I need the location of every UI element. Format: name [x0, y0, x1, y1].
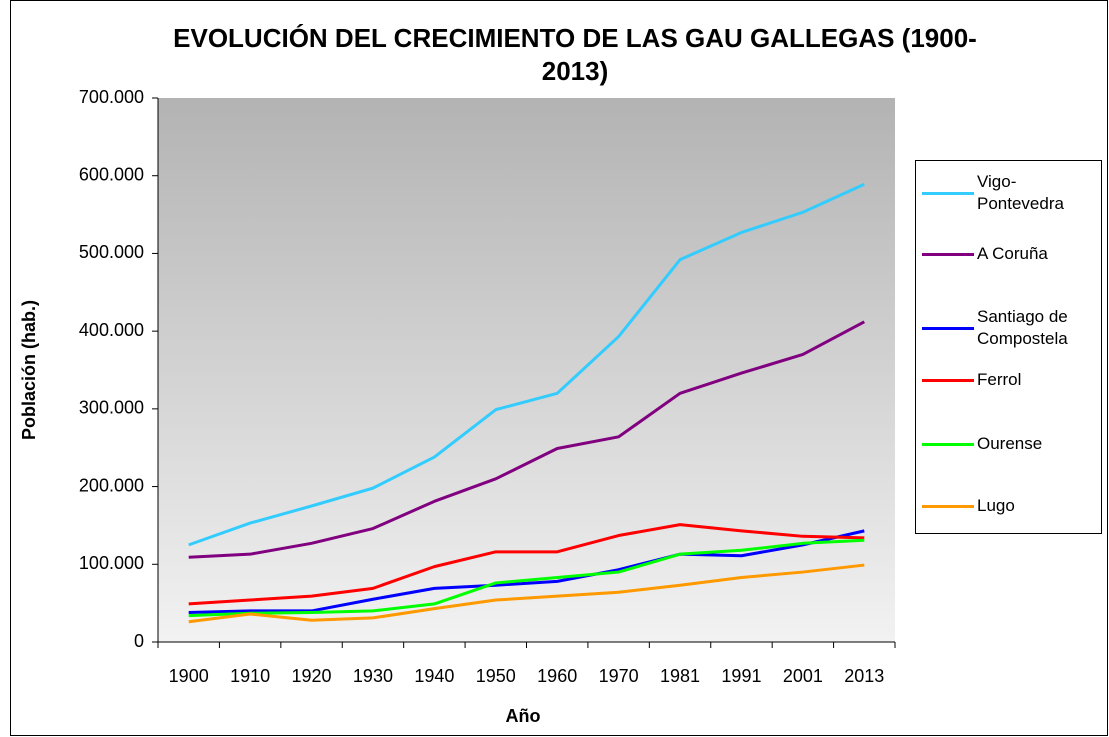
x-tick-label: 2001: [783, 666, 823, 686]
y-tick-label: 100.000: [79, 553, 144, 573]
x-tick-label: 1960: [537, 666, 577, 686]
chart-title: EVOLUCIÓN DEL CRECIMIENTO DE LAS GAU GAL…: [173, 23, 977, 86]
legend-label: Ourense: [977, 434, 1043, 453]
y-tick-label: 700.000: [79, 87, 144, 107]
x-tick-label: 1970: [599, 666, 639, 686]
x-tick-label: 1940: [414, 666, 454, 686]
legend-label: Ferrol: [977, 370, 1022, 389]
series-line: [188, 538, 865, 618]
x-axis-label: Año: [506, 706, 541, 726]
legend-item: Ourense: [922, 433, 1102, 455]
series-line: [188, 182, 865, 547]
y-tick-label: 600.000: [79, 164, 144, 184]
y-tick-label: 300.000: [79, 398, 144, 418]
legend-item: Ferrol: [922, 369, 1102, 391]
legend-item: Santiago de Compostela: [922, 306, 1102, 350]
legend-swatch: [922, 504, 974, 508]
x-tick-label: 1950: [476, 666, 516, 686]
y-tick-label: 0: [134, 631, 144, 651]
series-line: [188, 529, 865, 614]
x-tick-label: 1981: [660, 666, 700, 686]
y-tick-label: 200.000: [79, 475, 144, 495]
series-line: [188, 523, 865, 606]
x-tick-label: 1900: [169, 666, 209, 686]
legend-label: A Coruña: [977, 244, 1048, 263]
legend-swatch: [922, 326, 974, 330]
legend-item: A Coruña: [922, 243, 1102, 265]
plot-area: [158, 98, 895, 642]
x-tick-label: 1920: [292, 666, 332, 686]
legend-label: Santiago de Compostela: [977, 307, 1068, 348]
legend-swatch: [922, 191, 974, 195]
legend: Vigo-Pontevedra A Coruña Santiago de Compo…: [915, 160, 1102, 534]
legend-item: Lugo: [922, 495, 1102, 517]
x-tick-label: 1910: [230, 666, 270, 686]
y-tick-label: 400.000: [79, 320, 144, 340]
legend-swatch: [922, 378, 974, 382]
legend-label: Lugo: [977, 496, 1015, 515]
legend-swatch: [922, 442, 974, 446]
series-line: [188, 320, 865, 559]
legend-item: Vigo-Pontevedra: [922, 171, 1102, 215]
y-axis-label: Población (hab.): [19, 300, 39, 440]
x-tick-label: 1930: [353, 666, 393, 686]
legend-label: Vigo-Pontevedra: [977, 172, 1064, 213]
series-line: [188, 563, 865, 624]
y-tick-label: 500.000: [79, 242, 144, 262]
x-tick-label: 2013: [844, 666, 884, 686]
legend-swatch: [922, 252, 974, 256]
x-tick-label: 1991: [721, 666, 761, 686]
